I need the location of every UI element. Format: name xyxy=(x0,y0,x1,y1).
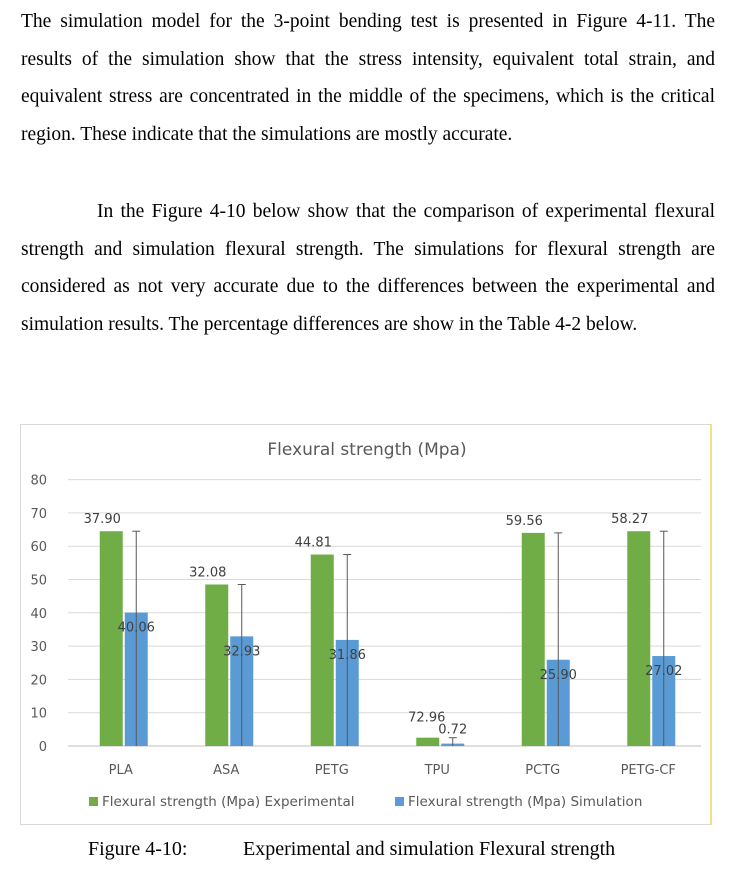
y-tick-label: 60 xyxy=(30,540,47,555)
paragraph-flexural-comparison: In the Figure 4-10 below show that the c… xyxy=(21,201,715,335)
bar-experimental xyxy=(627,531,651,746)
legend-label-simulation: Flexural strength (Mpa) Simulation xyxy=(408,794,642,810)
y-tick-label: 40 xyxy=(30,607,47,622)
figure-caption-text: Experimental and simulation Flexural str… xyxy=(243,838,616,860)
bar-experimental xyxy=(521,532,545,746)
data-label-simulation: 40.06 xyxy=(118,621,155,636)
x-tick-label: PCTG xyxy=(525,763,560,778)
figure-caption: Figure 4-10: Experimental and simulation… xyxy=(0,838,732,868)
bar-experimental xyxy=(205,584,229,746)
data-label-experimental: 37.90 xyxy=(84,512,121,527)
x-tick-label: PLA xyxy=(109,763,133,778)
y-tick-label: 80 xyxy=(30,474,47,489)
data-label-simulation: 31.86 xyxy=(329,648,366,663)
bar-experimental xyxy=(310,554,334,746)
x-tick-label: ASA xyxy=(213,763,239,778)
data-label-simulation: 0.72 xyxy=(438,723,467,738)
data-label-simulation: 27.02 xyxy=(645,664,682,679)
data-label-experimental: 72.96 xyxy=(408,711,445,726)
data-label-experimental: 32.08 xyxy=(189,565,226,580)
y-tick-label: 20 xyxy=(30,673,47,688)
x-tick-label: PETG-CF xyxy=(621,763,676,778)
data-label-experimental: 58.27 xyxy=(611,512,648,527)
legend-swatch-simulation xyxy=(395,797,404,806)
x-tick-label: TPU xyxy=(424,763,450,778)
legend-swatch-experimental xyxy=(89,797,98,806)
data-label-simulation: 25.90 xyxy=(540,668,577,683)
flexural-strength-chart: Flexural strength (Mpa) 0 10 20 30 40 50 60 70 80… xyxy=(30,440,701,810)
data-label-experimental: 59.56 xyxy=(506,514,543,529)
bar-experimental xyxy=(416,737,440,746)
y-tick-label: 50 xyxy=(30,574,47,589)
y-tick-label: 10 xyxy=(30,707,47,722)
chart-title: Flexural strength (Mpa) xyxy=(267,440,466,460)
figure-caption-label: Figure 4-10: xyxy=(88,838,188,860)
bar-experimental xyxy=(99,531,123,746)
chart-container: Flexural strength (Mpa) 0 10 20 30 40 50 60 70 80… xyxy=(20,424,712,825)
y-tick-label: 70 xyxy=(30,507,47,522)
data-label-experimental: 44.81 xyxy=(295,536,332,551)
data-label-simulation: 32.93 xyxy=(223,644,260,659)
y-tick-label: 30 xyxy=(30,640,47,655)
x-tick-label: PETG xyxy=(315,763,349,778)
y-tick-label: 0 xyxy=(39,740,47,755)
paragraph-simulation-model: The simulation model for the 3-point ben… xyxy=(21,11,715,145)
legend-label-experimental: Flexural strength (Mpa) Experimental xyxy=(102,794,355,810)
